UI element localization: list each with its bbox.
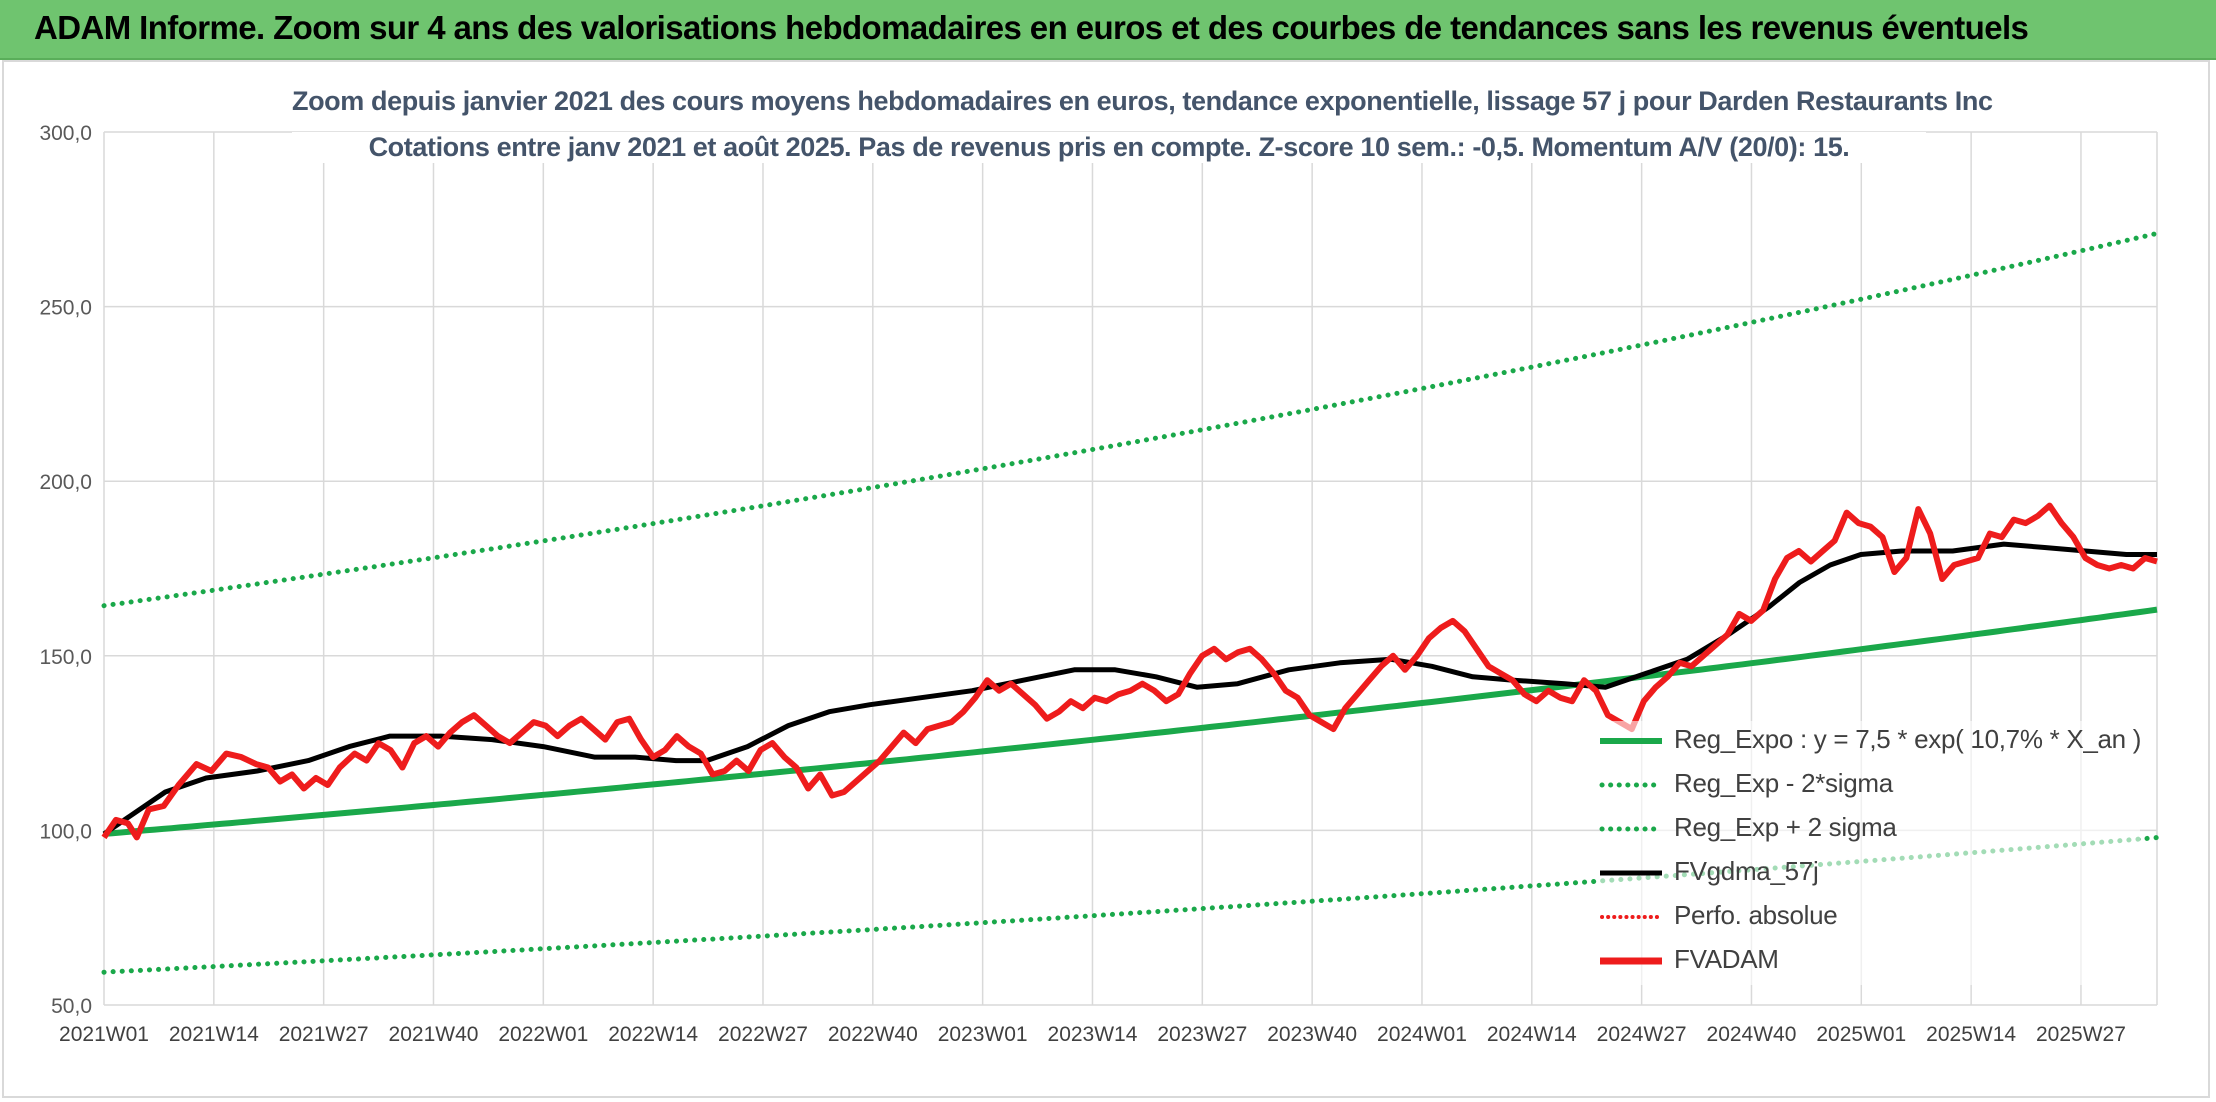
legend-swatch-reg-low bbox=[1599, 782, 1665, 788]
x-tick-label: 2022W40 bbox=[828, 1023, 918, 1046]
chart-subtitle: Cotations entre janv 2021 et août 2025. … bbox=[292, 132, 1926, 163]
legend-label-reg-expo: Reg_Expo : y = 7,5 * exp( 10,7% * X_an ) bbox=[1674, 724, 2142, 754]
x-tick-label: 2023W27 bbox=[1157, 1023, 1247, 1046]
legend-label-sma: FVgdma_57j bbox=[1674, 856, 1819, 886]
legend-label-perf: Perfo. absolue bbox=[1674, 900, 1838, 930]
y-tick-label: 200,0 bbox=[39, 471, 92, 494]
fvgdma-57j-line bbox=[102, 541, 2157, 836]
x-tick-label: 2023W01 bbox=[938, 1023, 1028, 1046]
legend-swatch-fvadam bbox=[1600, 957, 1662, 965]
x-tick-label: 2022W14 bbox=[608, 1023, 698, 1046]
x-tick-label: 2025W14 bbox=[1926, 1023, 2016, 1046]
legend-label-reg-low: Reg_Exp - 2*sigma bbox=[1674, 768, 1893, 798]
x-tick-label: 2021W40 bbox=[389, 1023, 479, 1046]
legend-item-reg-expo: Reg_Expo : y = 7,5 * exp( 10,7% * X_an ) bbox=[1600, 721, 2142, 765]
reg-exp-minus-2sigma-line bbox=[101, 835, 2160, 975]
legend-item-reg-high: Reg_Exp + 2 sigma bbox=[1599, 809, 2140, 853]
legend-label-reg-high: Reg_Exp + 2 sigma bbox=[1674, 812, 1897, 842]
x-tick-label: 2022W27 bbox=[718, 1023, 808, 1046]
legend-swatch-perf bbox=[1600, 915, 1664, 919]
x-tick-label: 2021W01 bbox=[59, 1023, 149, 1046]
legend-swatch-reg-high bbox=[1599, 826, 1665, 832]
series-lines bbox=[101, 230, 2160, 975]
x-tick-label: 2021W27 bbox=[279, 1023, 369, 1046]
x-tick-label: 2025W01 bbox=[1816, 1023, 1906, 1046]
report-title: ADAM Informe. Zoom sur 4 ans des valoris… bbox=[34, 9, 2029, 46]
chart-frame bbox=[2, 60, 2210, 1098]
x-tick-label: 2024W40 bbox=[1707, 1023, 1797, 1046]
x-tick-label: 2025W27 bbox=[2036, 1023, 2126, 1046]
reg-expo-line bbox=[103, 606, 2158, 837]
x-tick-label: 2021W14 bbox=[169, 1023, 259, 1046]
legend-item-sma: FVgdma_57j bbox=[1600, 853, 2140, 897]
x-tick-label: 2022W01 bbox=[498, 1023, 588, 1046]
report-header: ADAM Informe. Zoom sur 4 ans des valoris… bbox=[0, 0, 2216, 60]
y-tick-label: 250,0 bbox=[39, 297, 92, 320]
x-axis: 2021W01 2021W14 2021W27 2021W40 2022W01 2022W… bbox=[59, 1023, 2126, 1046]
y-axis: 50,0 100,0 150,0 200,0 250,0 300,0 bbox=[39, 122, 92, 1018]
y-tick-label: 50,0 bbox=[51, 995, 92, 1018]
fvadam-line bbox=[101, 502, 2158, 841]
chart-legend: Reg_Expo : y = 7,5 * exp( 10,7% * X_an )… bbox=[1599, 721, 2142, 985]
legend-item-perf: Perfo. absolue bbox=[1600, 897, 2140, 941]
legend-swatch-sma bbox=[1600, 870, 1662, 876]
legend-swatch-reg-expo bbox=[1600, 738, 1662, 744]
x-tick-label: 2023W40 bbox=[1267, 1023, 1357, 1046]
x-tick-label: 2024W01 bbox=[1377, 1023, 1467, 1046]
x-tick-label: 2023W14 bbox=[1048, 1023, 1138, 1046]
chart-title: Zoom depuis janvier 2021 des cours moyen… bbox=[292, 86, 1993, 117]
legend-item-reg-low: Reg_Exp - 2*sigma bbox=[1599, 765, 2140, 809]
reg-exp-plus-2sigma-line bbox=[101, 230, 2160, 609]
legend-item-fvadam: FVADAM bbox=[1600, 941, 2140, 985]
legend-label-fvadam: FVADAM bbox=[1674, 944, 1779, 974]
x-tick-label: 2024W14 bbox=[1487, 1023, 1577, 1046]
y-tick-label: 150,0 bbox=[39, 646, 92, 669]
y-tick-label: 300,0 bbox=[39, 122, 92, 145]
x-tick-label: 2024W27 bbox=[1597, 1023, 1687, 1046]
y-tick-label: 100,0 bbox=[39, 820, 92, 843]
